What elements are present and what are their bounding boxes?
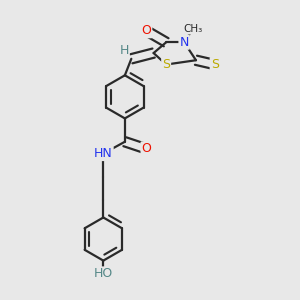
Text: S: S bbox=[211, 58, 219, 71]
Text: CH₃: CH₃ bbox=[184, 24, 203, 34]
Text: O: O bbox=[142, 142, 151, 155]
Text: HO: HO bbox=[94, 267, 113, 280]
Text: S: S bbox=[162, 58, 170, 71]
Text: H: H bbox=[119, 44, 129, 57]
Text: HN: HN bbox=[94, 147, 113, 160]
Text: O: O bbox=[142, 24, 151, 37]
Text: N: N bbox=[179, 36, 189, 49]
